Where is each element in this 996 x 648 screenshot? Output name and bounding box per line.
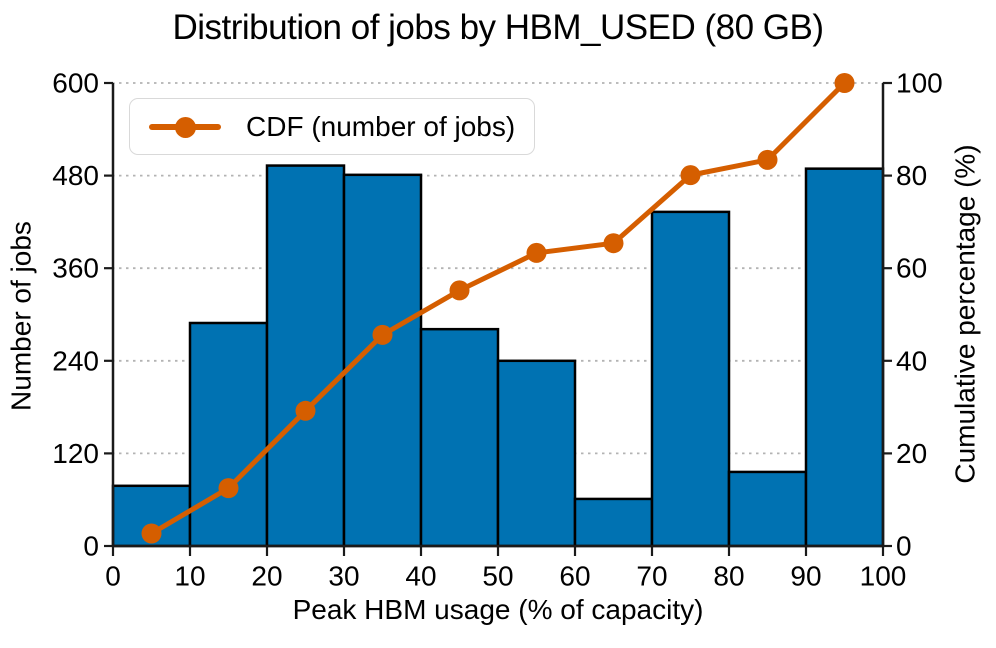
cdf-marker — [680, 165, 701, 186]
left-tick-label: 480 — [52, 160, 99, 191]
right-tick-label: 20 — [896, 438, 927, 469]
histogram-bar — [573, 497, 654, 548]
cdf-marker — [449, 280, 470, 301]
cdf-marker — [295, 400, 316, 421]
histogram-bar — [496, 359, 577, 548]
left-tick-label: 360 — [52, 253, 99, 284]
cdf-marker — [141, 523, 162, 544]
x-tick-label: 100 — [860, 561, 907, 592]
right-tick-label: 80 — [896, 160, 927, 191]
histogram-bar — [188, 321, 269, 548]
cdf-line — [150, 81, 847, 536]
histogram-bars — [111, 164, 885, 548]
right-tick-label: 0 — [896, 531, 912, 562]
cdf-marker — [526, 242, 547, 263]
histogram-bar — [650, 210, 731, 548]
x-tick-label: 20 — [251, 561, 282, 592]
x-tick-label: 0 — [105, 561, 121, 592]
x-tick-label: 90 — [790, 561, 821, 592]
x-tick-label: 80 — [713, 561, 744, 592]
chart-title: Distribution of jobs by HBM_USED (80 GB) — [172, 8, 824, 47]
cdf-marker — [834, 73, 855, 93]
histogram-bar — [727, 470, 808, 548]
left-tick-label: 120 — [52, 438, 99, 469]
cdf-marker-icon — [175, 116, 196, 138]
cdf-marker — [757, 149, 778, 170]
legend: CDF (number of jobs) — [129, 98, 535, 155]
left-axis-label: Number of jobs — [5, 221, 37, 411]
x-tick-label: 60 — [559, 561, 590, 592]
right-tick-label: 60 — [896, 253, 927, 284]
right-tick-label: 40 — [896, 345, 927, 376]
x-axis-label: Peak HBM usage (% of capacity) — [292, 594, 704, 625]
x-tick-label: 30 — [328, 561, 359, 592]
x-tick-label: 70 — [636, 561, 667, 592]
right-axis-label: Cumulative percentage (%) — [949, 144, 981, 484]
axis-ticks — [104, 81, 892, 556]
cdf-marker — [603, 233, 624, 254]
x-tick-label: 50 — [482, 561, 513, 592]
cdf-marker — [372, 324, 393, 345]
right-tick-label: 100 — [896, 68, 943, 99]
histogram-bar — [265, 164, 346, 548]
cdf-marker — [218, 478, 239, 499]
left-tick-label: 600 — [52, 68, 99, 99]
x-tick-label: 10 — [174, 561, 205, 592]
left-tick-label: 0 — [83, 531, 99, 562]
x-tick-label: 40 — [405, 561, 436, 592]
left-tick-label: 240 — [52, 345, 99, 376]
legend-label: CDF (number of jobs) — [246, 110, 516, 142]
histogram-bar — [804, 167, 885, 548]
legend-line-sample — [149, 116, 221, 138]
histogram-bar — [419, 327, 500, 548]
cdf-markers — [141, 73, 855, 544]
